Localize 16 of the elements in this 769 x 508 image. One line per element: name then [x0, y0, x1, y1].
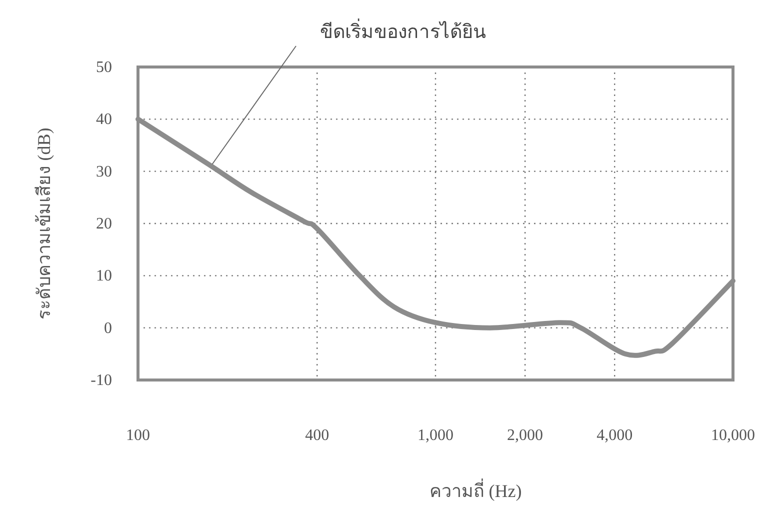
- y-tick-label: -10: [90, 372, 112, 389]
- y-tick-label: 40: [96, 111, 112, 128]
- y-tick-label: 30: [96, 163, 112, 180]
- x-tick-label: 4,000: [596, 427, 633, 444]
- annotation: ขีดเริ่มของการได้ยิน: [320, 18, 486, 43]
- x-tick-label: 10,000: [711, 427, 755, 444]
- y-tick-label: 50: [96, 59, 112, 76]
- x-tick-label: 1,000: [418, 427, 454, 444]
- x-tick-label: 100: [126, 427, 150, 444]
- y-axis-title: ระดับความเข้มเสียง (dB): [34, 128, 54, 320]
- y-tick-label: 20: [96, 216, 112, 232]
- x-tick-label: 2,000: [507, 427, 544, 444]
- y-tick-label: 0: [104, 320, 112, 337]
- x-axis-title: ความถี่ (Hz): [429, 478, 522, 501]
- x-tick-label: 400: [305, 427, 330, 444]
- y-tick-label: 10: [96, 268, 112, 285]
